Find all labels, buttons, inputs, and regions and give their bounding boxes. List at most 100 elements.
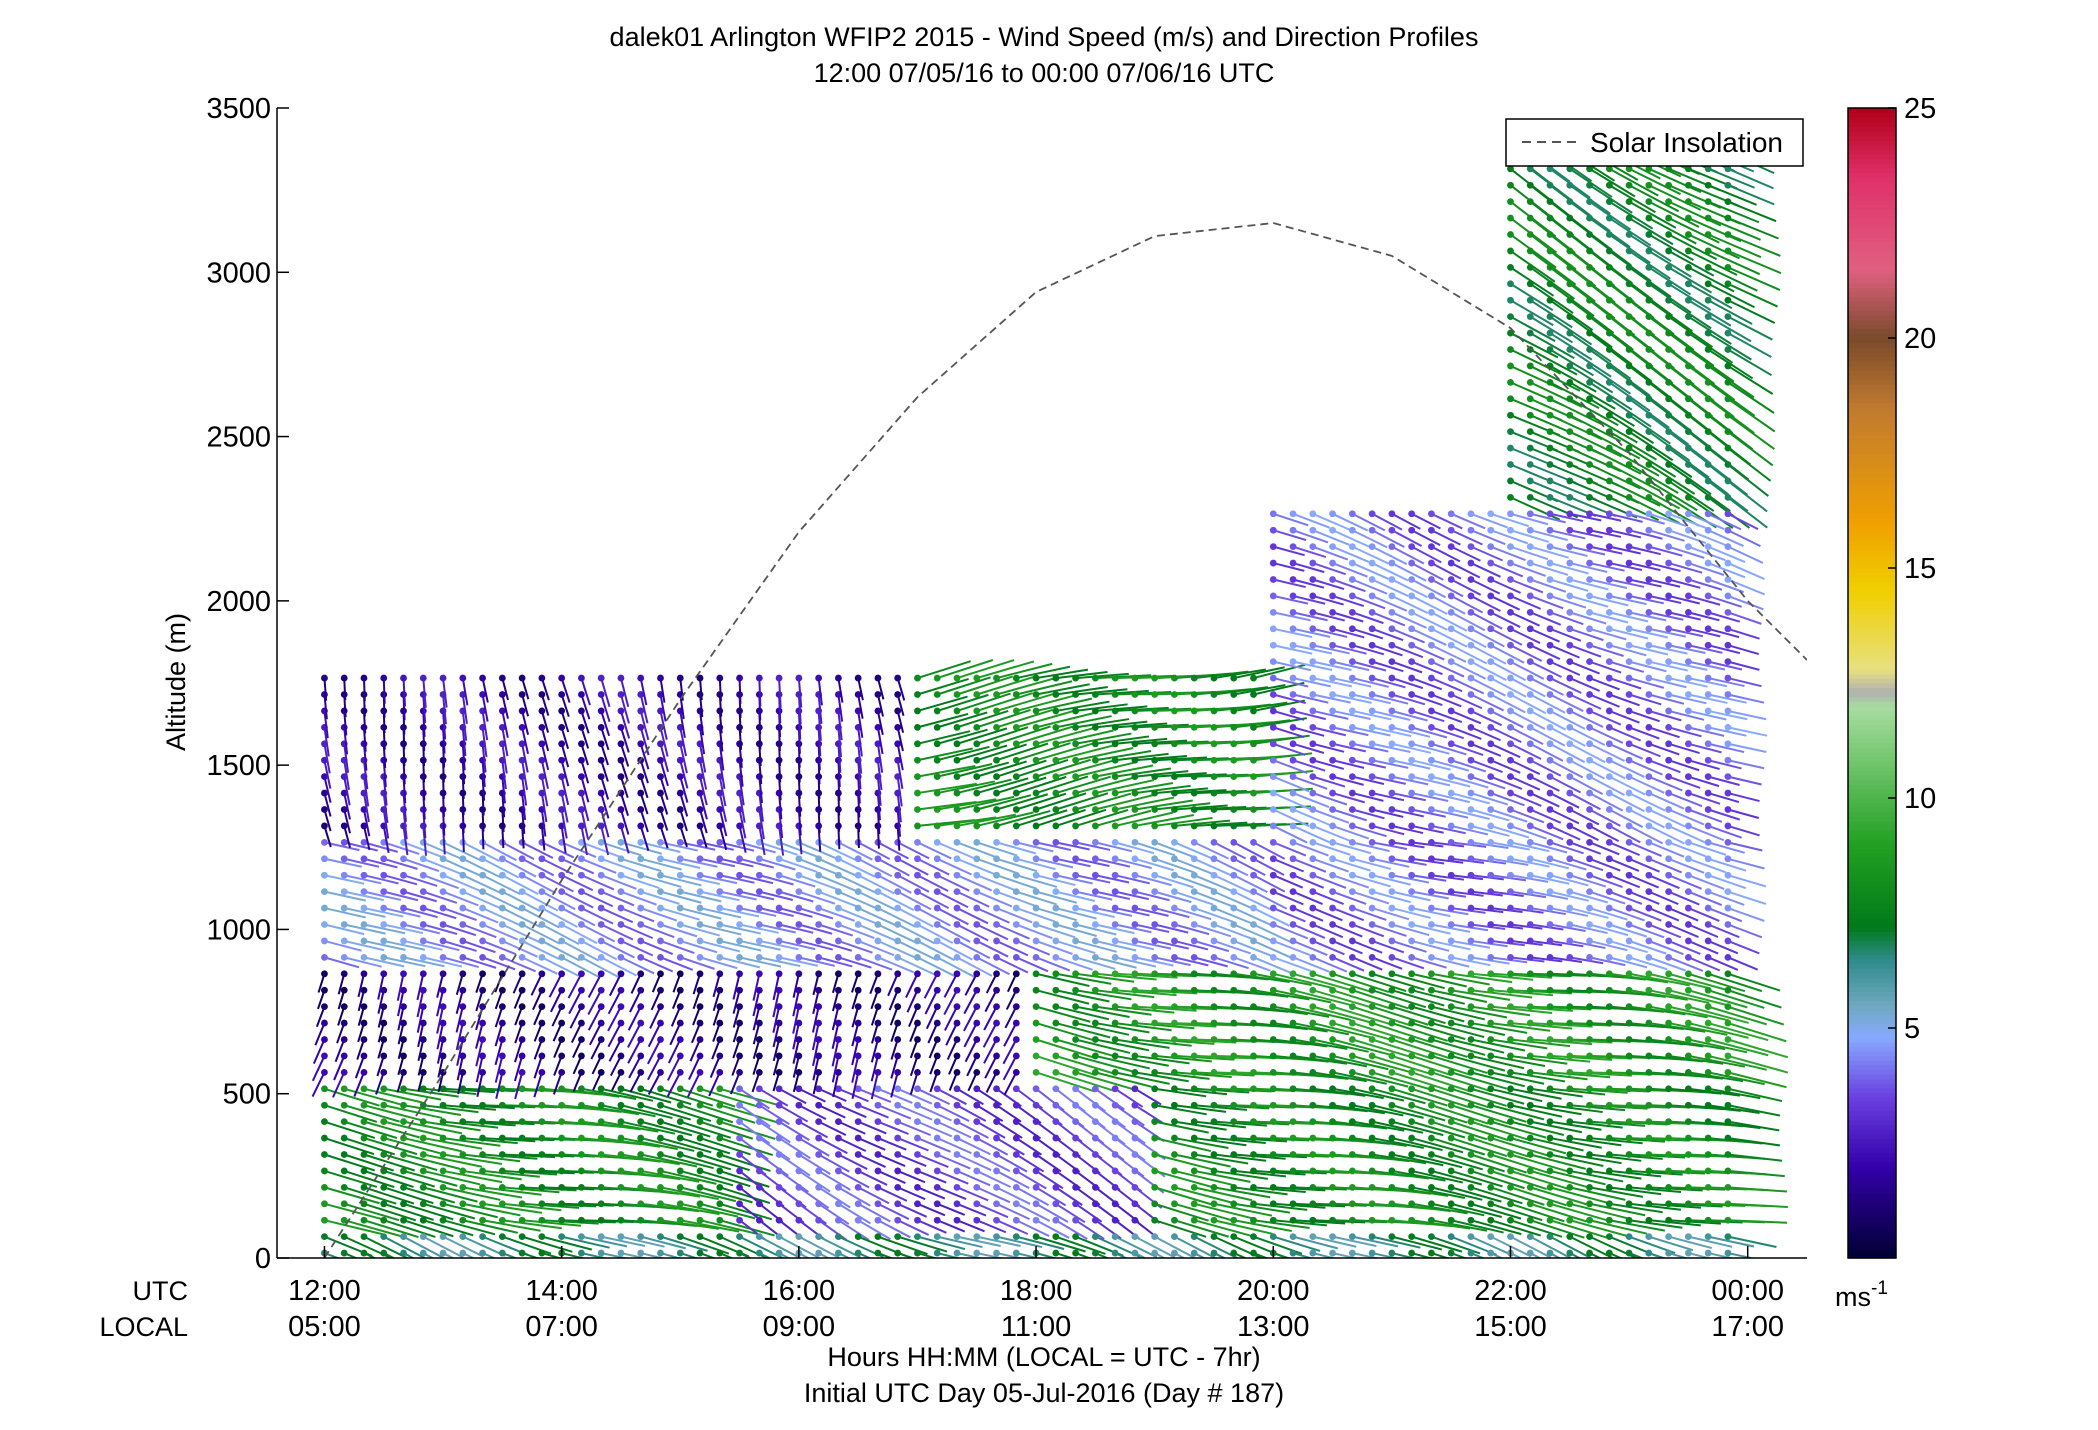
wind-barb-dot [1428,822,1435,830]
wind-barb-dot [360,1183,368,1191]
wind-barb-dot [933,740,941,748]
wind-barb-shaft [362,743,368,771]
wind-barb-shaft [417,1039,425,1062]
wind-barb-dot [321,822,328,830]
wind-barb-dot [340,1118,348,1126]
wind-barb-dot [1526,1216,1534,1224]
wind-barb-dot [1408,1068,1416,1076]
wind-barb-shaft [475,1039,484,1067]
wind-barb-dot [1447,871,1455,879]
wind-barb-shaft [1273,709,1305,721]
wind-barb-shaft [640,1153,698,1168]
wind-barb-dot [1012,970,1020,978]
wind-barb-dot [1467,1003,1475,1011]
wind-barb-dot [973,888,981,896]
wind-barb-dot [696,871,704,879]
wind-barb-dot [1329,806,1336,813]
wind-barb-dot [1388,1036,1396,1043]
wind-barb-shaft [1154,756,1207,762]
wind-barb-shaft [530,973,543,996]
wind-barb-shaft [1292,545,1327,559]
wind-barb-shaft [312,1039,326,1064]
wind-barb-dot [1447,510,1455,518]
wind-barb-shaft [1510,923,1543,930]
wind-barb-dot [1447,1019,1455,1027]
wind-barb-shaft [1272,890,1304,906]
wind-barb-shaft [1411,627,1447,646]
wind-barb-dot [1348,822,1356,830]
wind-barb-dot [321,970,328,978]
wind-barb-shaft [607,1006,622,1032]
wind-barb-dot [1012,756,1020,764]
wind-barb-dot [1566,1085,1574,1093]
wind-barb-shaft [1431,808,1469,819]
wind-barb-shaft [818,907,855,922]
wind-barb-dot [538,773,546,781]
wind-barb-shaft [976,956,1010,976]
wind-barb-shaft [936,1087,967,1106]
wind-barb-dot [1428,691,1435,698]
wind-barb-dot [716,986,724,994]
wind-barb-shaft [818,1186,851,1209]
wind-barb-dot [518,1068,526,1076]
wind-barb-shaft [1510,1104,1563,1118]
wind-barb-shaft [877,1252,894,1258]
wind-barb-shaft [1094,1252,1110,1258]
wind-barb-shaft [1055,841,1090,851]
wind-barb-shaft [1411,890,1449,900]
wind-barb-dot [578,838,585,846]
wind-barb-dot [1526,904,1534,912]
wind-barb-shaft [1174,939,1209,951]
wind-barb-shaft [1371,989,1427,1009]
wind-barb-dot [993,1233,1000,1241]
wind-barb-dot [479,1167,486,1175]
wind-barb-dot [578,674,585,682]
wind-barb-shaft [1114,767,1172,778]
wind-barb-dot [1348,1249,1356,1257]
wind-barb-shaft [457,1072,464,1095]
wind-barb-dot [1032,691,1040,698]
wind-barb-dot [1546,280,1554,288]
wind-barb-dot [1052,871,1060,879]
wind-barb-shaft [1233,1252,1248,1258]
wind-barb-dot [518,1003,526,1011]
wind-barb-dot [459,1151,467,1158]
wind-barb-shaft [1352,907,1387,921]
wind-barb-dot [1428,592,1435,600]
wind-barb-shaft [1312,792,1348,806]
wind-barb-dot [914,1233,921,1241]
wind-barb-shaft [1194,670,1249,680]
wind-barb-shaft [1332,562,1368,578]
wind-barb-shaft [482,907,521,926]
wind-barb-dot [755,1118,763,1126]
wind-barb-dot [1507,1118,1514,1126]
wind-barb-dot [1467,723,1475,731]
wind-barb-dot [400,1101,407,1109]
wind-barb-shaft [976,1104,1004,1122]
wind-barb-dot [1526,691,1534,698]
wind-barb-shaft [382,678,386,704]
wind-barb-dot [1388,822,1396,830]
wind-barb-dot [1388,789,1396,797]
wind-barb-dot [340,871,348,879]
wind-barb-shaft [541,890,576,911]
wind-barb-shaft [600,727,610,751]
wind-barb-shaft [501,710,509,738]
wind-barb-dot [1507,1003,1514,1011]
wind-barb-shaft [1213,1153,1267,1162]
wind-barb-dot [1309,625,1317,633]
wind-barb-shaft [1016,857,1056,871]
wind-barb-dot [1507,280,1514,288]
wind-barb-dot [1368,543,1376,551]
wind-barb-dot [1032,1052,1040,1060]
wind-barb-shaft [1035,792,1087,811]
wind-barb-shaft [772,1022,781,1048]
wind-barb-dot [1526,1200,1534,1208]
wind-barb-shaft [1292,1054,1348,1065]
wind-barb-dot [1507,921,1514,928]
wind-barb-shaft [560,809,568,839]
wind-barb-shaft [436,1006,445,1034]
wind-barb-shaft [1352,824,1387,838]
wind-barb-dot [736,674,743,682]
wind-barb-shaft [627,1039,642,1064]
